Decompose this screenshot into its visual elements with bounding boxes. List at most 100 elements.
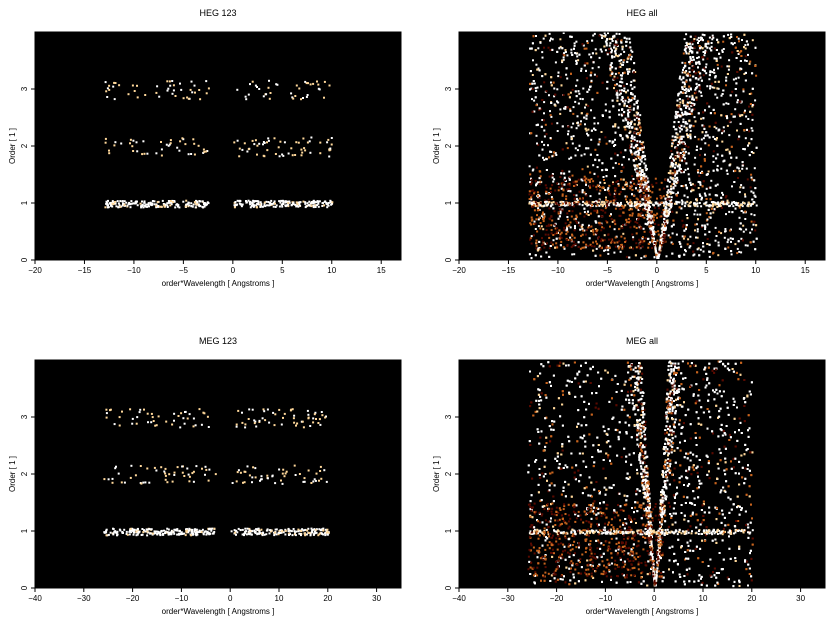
heatmap-cell	[600, 50, 603, 53]
heatmap-cell	[694, 229, 696, 232]
heatmap-cell	[683, 125, 686, 128]
heatmap-cell	[649, 241, 651, 244]
heatmap-cell	[696, 205, 699, 208]
heatmap-cell	[240, 205, 243, 208]
heatmap-cell	[139, 202, 142, 205]
heatmap-cell	[543, 215, 546, 218]
heatmap-cell	[650, 219, 653, 222]
heatmap-cell	[659, 195, 662, 197]
heatmap-cell	[706, 218, 709, 221]
heatmap-cell	[687, 204, 690, 207]
heatmap-cell	[197, 144, 200, 147]
heatmap-cell	[739, 67, 742, 70]
heatmap-cell	[677, 181, 680, 184]
heatmap-cell	[528, 201, 531, 204]
heatmap-cell	[749, 186, 752, 189]
heatmap-cell	[603, 238, 606, 241]
heatmap-cell	[205, 80, 208, 83]
heatmap-cell	[663, 237, 666, 240]
heatmap-cell	[712, 201, 715, 203]
heatmap-cell	[615, 32, 618, 35]
heatmap-cell	[563, 176, 566, 179]
heatmap-cell	[571, 174, 574, 177]
heatmap-cell	[750, 92, 753, 95]
heatmap-cell	[753, 220, 756, 223]
heatmap-cell	[558, 204, 561, 206]
heatmap-cell	[717, 241, 720, 244]
heatmap-cell	[543, 213, 546, 216]
heatmap-cell	[263, 533, 266, 536]
heatmap-cell	[241, 533, 244, 536]
heatmap-cell	[539, 41, 542, 44]
heatmap-cell	[705, 198, 708, 200]
heatmap-cell	[683, 205, 686, 208]
heatmap-cell	[734, 207, 737, 210]
heatmap-cell	[556, 88, 559, 91]
heatmap-cell	[660, 244, 663, 247]
heatmap-cell	[557, 71, 560, 74]
heatmap-cell	[567, 189, 570, 192]
heatmap-cell	[641, 241, 644, 244]
heatmap-cell	[744, 109, 746, 112]
heatmap-cell	[141, 528, 144, 530]
x-tick-label: 5	[704, 266, 709, 275]
heatmap-cell	[569, 221, 572, 224]
heatmap-cell	[609, 69, 612, 72]
heatmap-cell	[597, 122, 600, 125]
heatmap-cell	[627, 112, 630, 115]
heatmap-cell	[112, 201, 115, 204]
heatmap-cell	[632, 238, 635, 241]
heatmap-cell	[553, 178, 556, 181]
heatmap-cell	[689, 60, 692, 63]
heatmap-cell	[620, 208, 622, 211]
heatmap-cell	[548, 207, 551, 210]
heatmap-cell	[709, 70, 712, 73]
heatmap-cell	[534, 49, 537, 52]
heatmap-cell	[656, 216, 658, 219]
heatmap-cell	[713, 112, 716, 115]
heatmap-cell	[621, 226, 624, 229]
heatmap-cell	[709, 85, 712, 88]
heatmap-cell	[680, 156, 683, 159]
heatmap-cell	[283, 141, 286, 144]
heatmap-cell	[597, 175, 600, 178]
heatmap-cell	[304, 201, 307, 204]
heatmap-cell	[574, 217, 577, 220]
heatmap-cell	[532, 200, 535, 203]
heatmap-cell	[304, 149, 307, 152]
heatmap-cell	[573, 236, 576, 239]
heatmap-cell	[179, 140, 182, 143]
heatmap-cell	[286, 204, 289, 207]
heatmap-cell	[748, 93, 751, 95]
heatmap-cell	[679, 127, 682, 130]
heatmap-cell	[644, 181, 647, 184]
heatmap-cell	[619, 191, 622, 193]
heatmap-cell	[720, 196, 723, 199]
heatmap-cell	[654, 177, 657, 180]
heatmap-cell	[631, 175, 634, 178]
heatmap-cell	[704, 49, 707, 52]
heatmap-cell	[254, 84, 257, 87]
y-tick-label: 1	[444, 200, 453, 205]
heatmap-cell	[704, 43, 707, 46]
heatmap-cell	[295, 84, 298, 87]
heatmap-cell	[674, 138, 677, 141]
heatmap-cell	[545, 229, 548, 231]
heatmap-cell	[569, 204, 572, 207]
heatmap-cell	[245, 98, 248, 101]
heatmap-cell	[269, 201, 271, 204]
heatmap-cell	[678, 201, 681, 204]
heatmap-cell	[531, 88, 534, 90]
heatmap-cell	[697, 171, 699, 174]
heatmap-cell	[190, 528, 193, 531]
heatmap-cell	[571, 202, 574, 205]
heatmap-cell	[697, 36, 700, 39]
heatmap-cell	[695, 82, 698, 85]
heatmap-cell	[617, 72, 620, 75]
heatmap-cell	[659, 203, 662, 206]
heatmap-cell	[244, 95, 247, 98]
heatmap-cell	[178, 206, 181, 209]
heatmap-cell	[700, 196, 703, 199]
heatmap-cell	[593, 116, 596, 119]
heatmap-cell	[331, 201, 334, 204]
